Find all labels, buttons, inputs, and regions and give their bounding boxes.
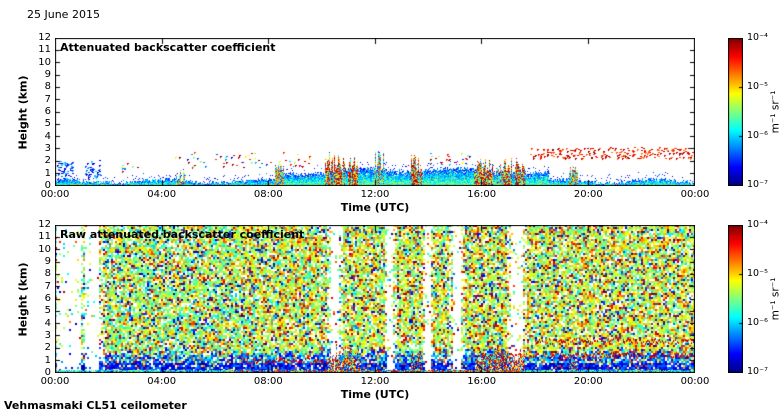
y-axis-tick-label: 10 [38, 243, 51, 255]
colorbar-tick-label: 10⁻⁷ [747, 179, 768, 190]
colorbar-tick-label: 10⁻⁶ [747, 130, 768, 141]
x-axis-label: Time (UTC) [340, 201, 410, 214]
panel-title-raw: Raw attenuated backscatter coefficient [60, 228, 305, 241]
colorbar-tick-label: 10⁻⁵ [747, 81, 768, 92]
y-axis-tick-label: 5 [44, 118, 51, 130]
x-axis-tick-label: 00:00 [680, 189, 710, 200]
x-axis-tick-label: 20:00 [573, 189, 603, 200]
colorbar-unit-label: m⁻¹ sr⁻¹ [769, 277, 780, 321]
y-axis-tick-label: 7 [44, 280, 51, 292]
x-axis-tick-label: 04:00 [147, 376, 177, 387]
x-axis-tick-label: 12:00 [360, 376, 390, 387]
y-axis-tick-label: 6 [44, 106, 51, 117]
y-axis-tick-label: 12 [38, 32, 51, 43]
x-axis-tick-label: 08:00 [253, 189, 283, 200]
heatmap-canvas-raw [55, 225, 695, 373]
x-axis-tick-label: 20:00 [573, 376, 603, 387]
heatmap-canvas-attenuated [55, 38, 695, 186]
x-axis-tick-label: 08:00 [253, 376, 283, 387]
colorbar-tick-label: 10⁻⁵ [747, 268, 768, 279]
date-label: 25 June 2015 [27, 8, 100, 21]
attenuated-backscatter-panel: Attenuated backscatter coefficient Heigh… [17, 32, 710, 214]
y-axis-tick-label: 1 [44, 167, 51, 179]
colorbar-tick-label: 10⁻⁴ [747, 32, 768, 43]
y-axis-tick-label: 7 [44, 93, 51, 105]
y-axis-tick-label: 1 [44, 354, 51, 366]
colorbar-unit-container: m⁻¹ sr⁻¹ [768, 38, 780, 186]
x-axis-tick-label: 12:00 [360, 189, 390, 200]
y-axis-tick-label: 6 [44, 293, 51, 304]
y-axis-tick-label: 11 [38, 44, 51, 56]
colorbar-unit-label: m⁻¹ sr⁻¹ [769, 90, 780, 134]
x-axis-label: Time (UTC) [340, 388, 410, 401]
x-axis-tick-label: 04:00 [147, 189, 177, 200]
y-axis-tick-label: 0 [44, 367, 51, 378]
y-axis-tick-label: 11 [38, 231, 51, 243]
colorbar-attenuated: m⁻¹ sr⁻¹ 10⁻⁴ 10⁻⁵ 10⁻⁶ 10⁻⁷ [728, 32, 780, 190]
instrument-label: Vehmasmaki CL51 ceilometer [4, 399, 187, 412]
y-axis-tick-label: 8 [44, 81, 51, 93]
colorbar-gradient [728, 38, 743, 186]
y-axis-tick-label: 9 [44, 69, 51, 80]
colorbar-tick-label: 10⁻⁴ [747, 219, 768, 230]
y-axis-tick-label: 0 [44, 180, 51, 191]
x-axis-tick-label: 16:00 [467, 376, 497, 387]
y-axis-tick-label: 8 [44, 268, 51, 280]
colorbar-unit-container: m⁻¹ sr⁻¹ [768, 225, 780, 373]
colorbar-tick-label: 10⁻⁶ [747, 317, 768, 328]
y-axis-tick-label: 12 [38, 219, 51, 230]
y-axis-tick-label: 10 [38, 56, 51, 68]
panel-title-attenuated: Attenuated backscatter coefficient [60, 41, 276, 54]
x-axis-tick-label: 00:00 [40, 189, 70, 200]
y-axis-tick-label: 2 [44, 342, 51, 354]
x-axis-tick-label: 16:00 [467, 189, 497, 200]
colorbar-gradient [728, 225, 743, 373]
colorbar-raw: m⁻¹ sr⁻¹ 10⁻⁴ 10⁻⁵ 10⁻⁶ 10⁻⁷ [728, 219, 780, 377]
y-axis-tick-label: 4 [44, 130, 51, 142]
y-axis-tick-label: 4 [44, 317, 51, 329]
y-axis-tick-label: 2 [44, 155, 51, 167]
y-axis-tick-label: 5 [44, 305, 51, 317]
raw-backscatter-panel: Raw attenuated backscatter coefficient H… [17, 219, 710, 401]
colorbar-tick-label: 10⁻⁷ [747, 366, 768, 377]
x-axis-tick-label: 00:00 [680, 376, 710, 387]
x-axis-tick-label: 00:00 [40, 376, 70, 387]
y-axis-tick-label: 3 [44, 330, 51, 341]
y-axis-tick-label: 3 [44, 143, 51, 154]
y-axis-tick-label: 9 [44, 256, 51, 267]
